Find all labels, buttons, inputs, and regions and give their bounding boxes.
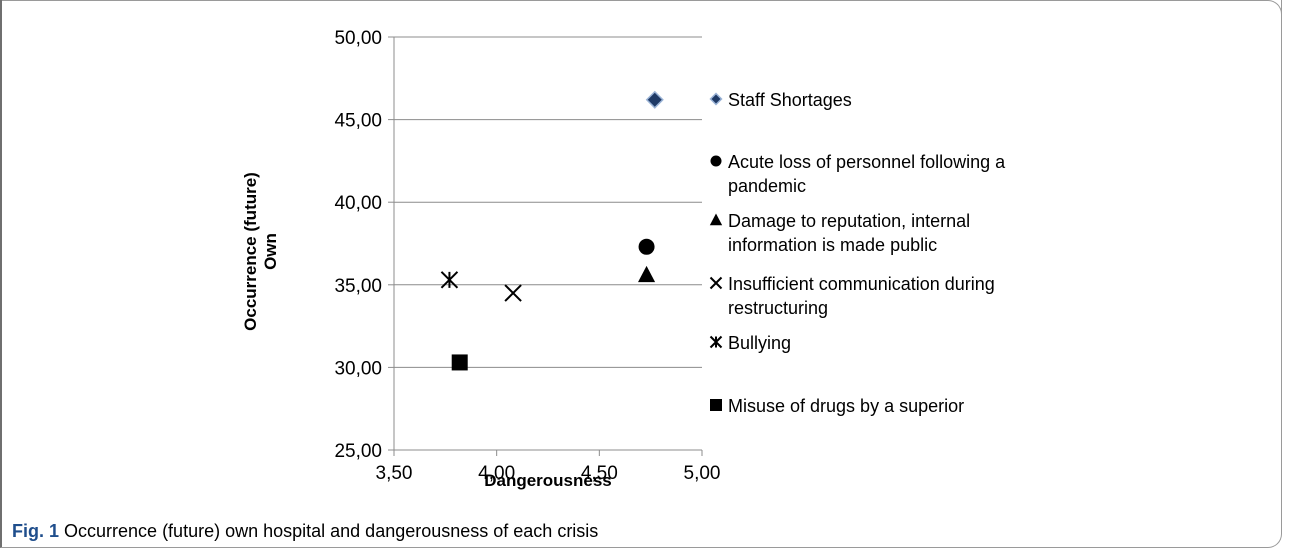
- figure-caption-label: Fig. 1: [12, 521, 60, 541]
- legend-label: Staff Shortages: [728, 90, 852, 110]
- figure-caption: Fig. 1 Occurrence (future) own hospital …: [12, 521, 598, 542]
- y-tick-label: 30,00: [334, 358, 382, 379]
- legend-label: information is made public: [728, 235, 937, 255]
- x-axis-label: Dangerousness: [484, 471, 612, 490]
- legend-label: Acute loss of personnel following a: [728, 152, 1006, 172]
- x-tick-label: 3,50: [376, 463, 413, 484]
- legend-marker-circle: [710, 155, 722, 167]
- y-tick-label: 45,00: [334, 111, 382, 132]
- y-tick-label: 40,00: [334, 193, 382, 214]
- legend-label: Insufficient communication during: [728, 274, 995, 294]
- data-point-square: [451, 354, 468, 371]
- figure-frame: [0, 0, 1282, 548]
- x-tick-label: 4,50: [581, 463, 618, 484]
- data-point-circle: [638, 238, 655, 255]
- legend-marker-triangle: [709, 213, 723, 226]
- data-point-x: [504, 284, 522, 302]
- data-point-star: [440, 271, 459, 289]
- x-tick-label: 5,00: [684, 463, 721, 484]
- y-tick-label: 50,00: [334, 28, 382, 49]
- legend-marker-square: [710, 399, 722, 411]
- legend-label: pandemic: [728, 176, 806, 196]
- legend-marker-x: [709, 276, 723, 290]
- data-point-triangle: [638, 265, 656, 283]
- scatter-chart: 25,00 30,00 35,00 40,00 45,00 50,00 3,50 4,00 4,…: [241, 28, 1006, 490]
- figure-caption-text: Occurrence (future) own hospital and dan…: [64, 521, 599, 541]
- y-tick-label: 25,00: [334, 441, 382, 462]
- x-tick-label: 4,00: [478, 463, 515, 484]
- legend-label: Misuse of drugs by a superior: [728, 396, 964, 416]
- y-axis-label: Own: [261, 233, 280, 270]
- legend-marker-diamond: [709, 92, 723, 106]
- y-tick-label: 35,00: [334, 276, 382, 297]
- y-axis-label: Occurrence (future): [241, 172, 260, 331]
- data-point-diamond: [645, 90, 664, 109]
- legend-label: restructuring: [728, 298, 828, 318]
- legend-label: Damage to reputation, internal: [728, 211, 970, 231]
- legend-marker-star: [709, 335, 723, 349]
- legend-label: Bullying: [728, 333, 791, 353]
